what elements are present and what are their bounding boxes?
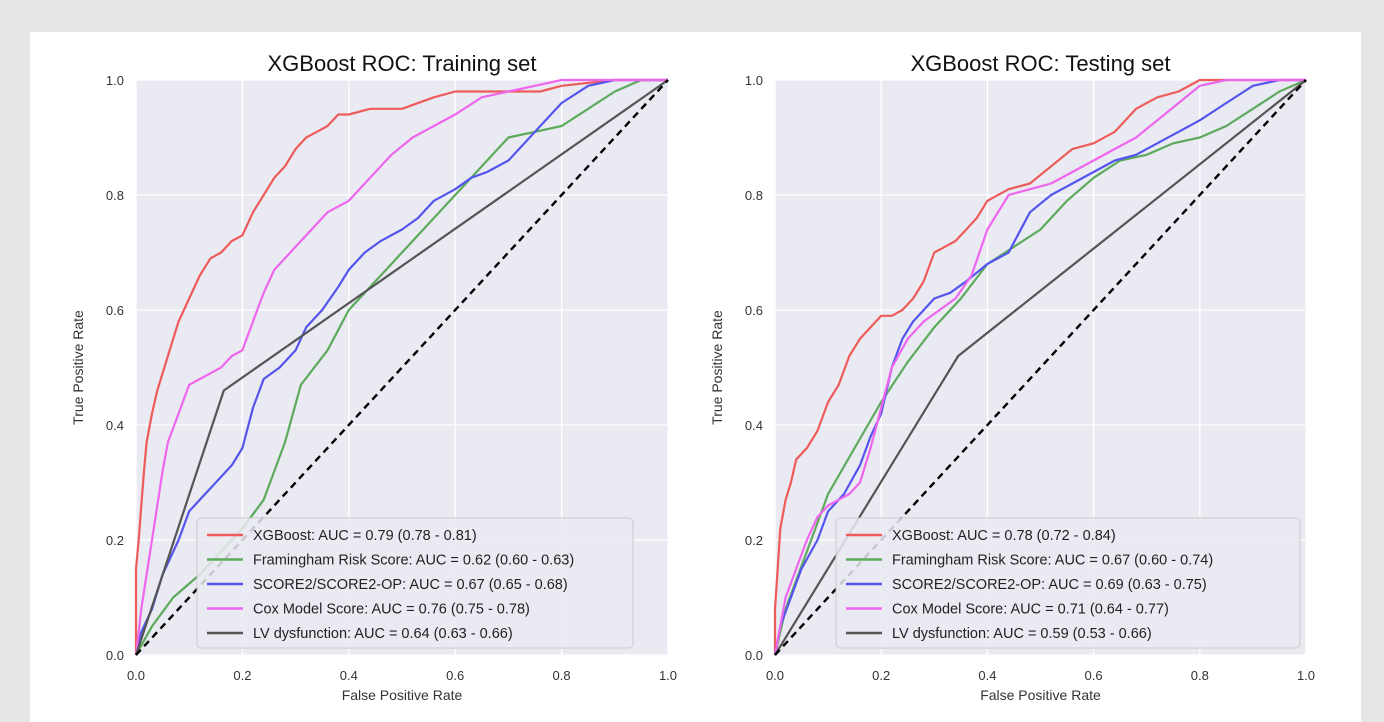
- roc-line-3: [134, 78, 668, 656]
- x-tick-label: 0.8: [553, 668, 571, 683]
- y-tick-label: 1.0: [106, 73, 124, 88]
- roc-line-3: [773, 78, 1306, 656]
- legend-label: SCORE2/SCORE2-OP: AUC = 0.69 (0.63 - 0.7…: [892, 577, 1207, 593]
- chance-diagonal: [135, 79, 669, 656]
- x-tick-label: 0.0: [127, 668, 145, 683]
- y-tick-label: 0.0: [745, 648, 763, 663]
- legend-label: SCORE2/SCORE2-OP: AUC = 0.67 (0.65 - 0.6…: [253, 577, 568, 593]
- x-axis-label: False Positive Rate: [342, 687, 463, 703]
- legend-box: [835, 517, 1301, 649]
- chance-diagonal: [774, 79, 1307, 656]
- x-tick-label: 1.0: [659, 668, 677, 683]
- y-tick-label: 1.0: [745, 73, 763, 88]
- legend-label: Cox Model Score: AUC = 0.71 (0.64 - 0.77…: [892, 602, 1169, 618]
- x-tick-label: 0.0: [766, 668, 784, 683]
- legend-box: [196, 517, 634, 649]
- x-tick-label: 0.4: [340, 668, 358, 683]
- y-tick-label: 0.2: [106, 533, 124, 548]
- roc-line-1: [134, 78, 668, 655]
- x-tick-label: 0.6: [1085, 668, 1103, 683]
- roc-line-1: [773, 78, 1306, 655]
- y-tick-label: 0.4: [106, 418, 124, 433]
- y-axis-label: True Positive Rate: [70, 310, 86, 425]
- y-tick-label: 0.4: [745, 418, 763, 433]
- legend-label: LV dysfunction: AUC = 0.59 (0.53 - 0.66): [892, 626, 1152, 642]
- roc-charts: 0.0 0.2 0.4 0.6 0.8 1.0 0.0 0.2 0.4 0.6 0.8 1.0 XGBo…: [70, 51, 1315, 703]
- chart-1: 0.0 0.2 0.4 0.6 0.8 1.0 0.0 0.2 0.4 0.6 0.8 1.0 XGBo…: [70, 51, 677, 703]
- x-tick-label: 1.0: [1297, 668, 1315, 683]
- legend-label: XGBoost: AUC = 0.78 (0.72 - 0.84): [892, 528, 1116, 544]
- x-tick-label: 0.2: [872, 668, 890, 683]
- roc-line-4: [773, 78, 1306, 656]
- legend: XGBoost: AUC = 0.79 (0.78 - 0.81) Framing…: [196, 517, 634, 649]
- y-tick-label: 0.6: [745, 303, 763, 318]
- x-tick-label: 0.4: [978, 668, 996, 683]
- x-tick-label: 0.8: [1191, 668, 1209, 683]
- y-axis-label: True Positive Rate: [709, 310, 725, 425]
- y-tick-label: 0.8: [106, 188, 124, 203]
- legend-label: LV dysfunction: AUC = 0.64 (0.63 - 0.66): [253, 626, 513, 642]
- legend-label: Framingham Risk Score: AUC = 0.67 (0.60 …: [892, 553, 1213, 569]
- roc-line-4: [134, 78, 668, 656]
- roc-line-2: [773, 78, 1307, 656]
- chart-title: XGBoost ROC: Training set: [268, 51, 537, 76]
- x-tick-label: 0.6: [446, 668, 464, 683]
- legend-label: Framingham Risk Score: AUC = 0.62 (0.60 …: [253, 553, 574, 569]
- legend-label: XGBoost: AUC = 0.79 (0.78 - 0.81): [253, 528, 477, 544]
- chart-title: XGBoost ROC: Testing set: [910, 51, 1170, 76]
- chart-2: 0.0 0.2 0.4 0.6 0.8 1.0 0.0 0.2 0.4 0.6 0.8 1.0 XGBo…: [709, 51, 1315, 703]
- roc-line-5: [134, 79, 669, 656]
- x-axis-label: False Positive Rate: [980, 687, 1101, 703]
- y-tick-label: 0.8: [745, 188, 763, 203]
- legend: XGBoost: AUC = 0.78 (0.72 - 0.84) Framing…: [835, 517, 1301, 649]
- legend-label: Cox Model Score: AUC = 0.76 (0.75 - 0.78…: [253, 602, 530, 618]
- y-tick-label: 0.2: [745, 533, 763, 548]
- y-tick-label: 0.0: [106, 648, 124, 663]
- figure-panel: 0.0 0.2 0.4 0.6 0.8 1.0 0.0 0.2 0.4 0.6 0.8 1.0 XGBo…: [30, 32, 1361, 722]
- y-tick-label: 0.6: [106, 303, 124, 318]
- x-tick-label: 0.2: [233, 668, 251, 683]
